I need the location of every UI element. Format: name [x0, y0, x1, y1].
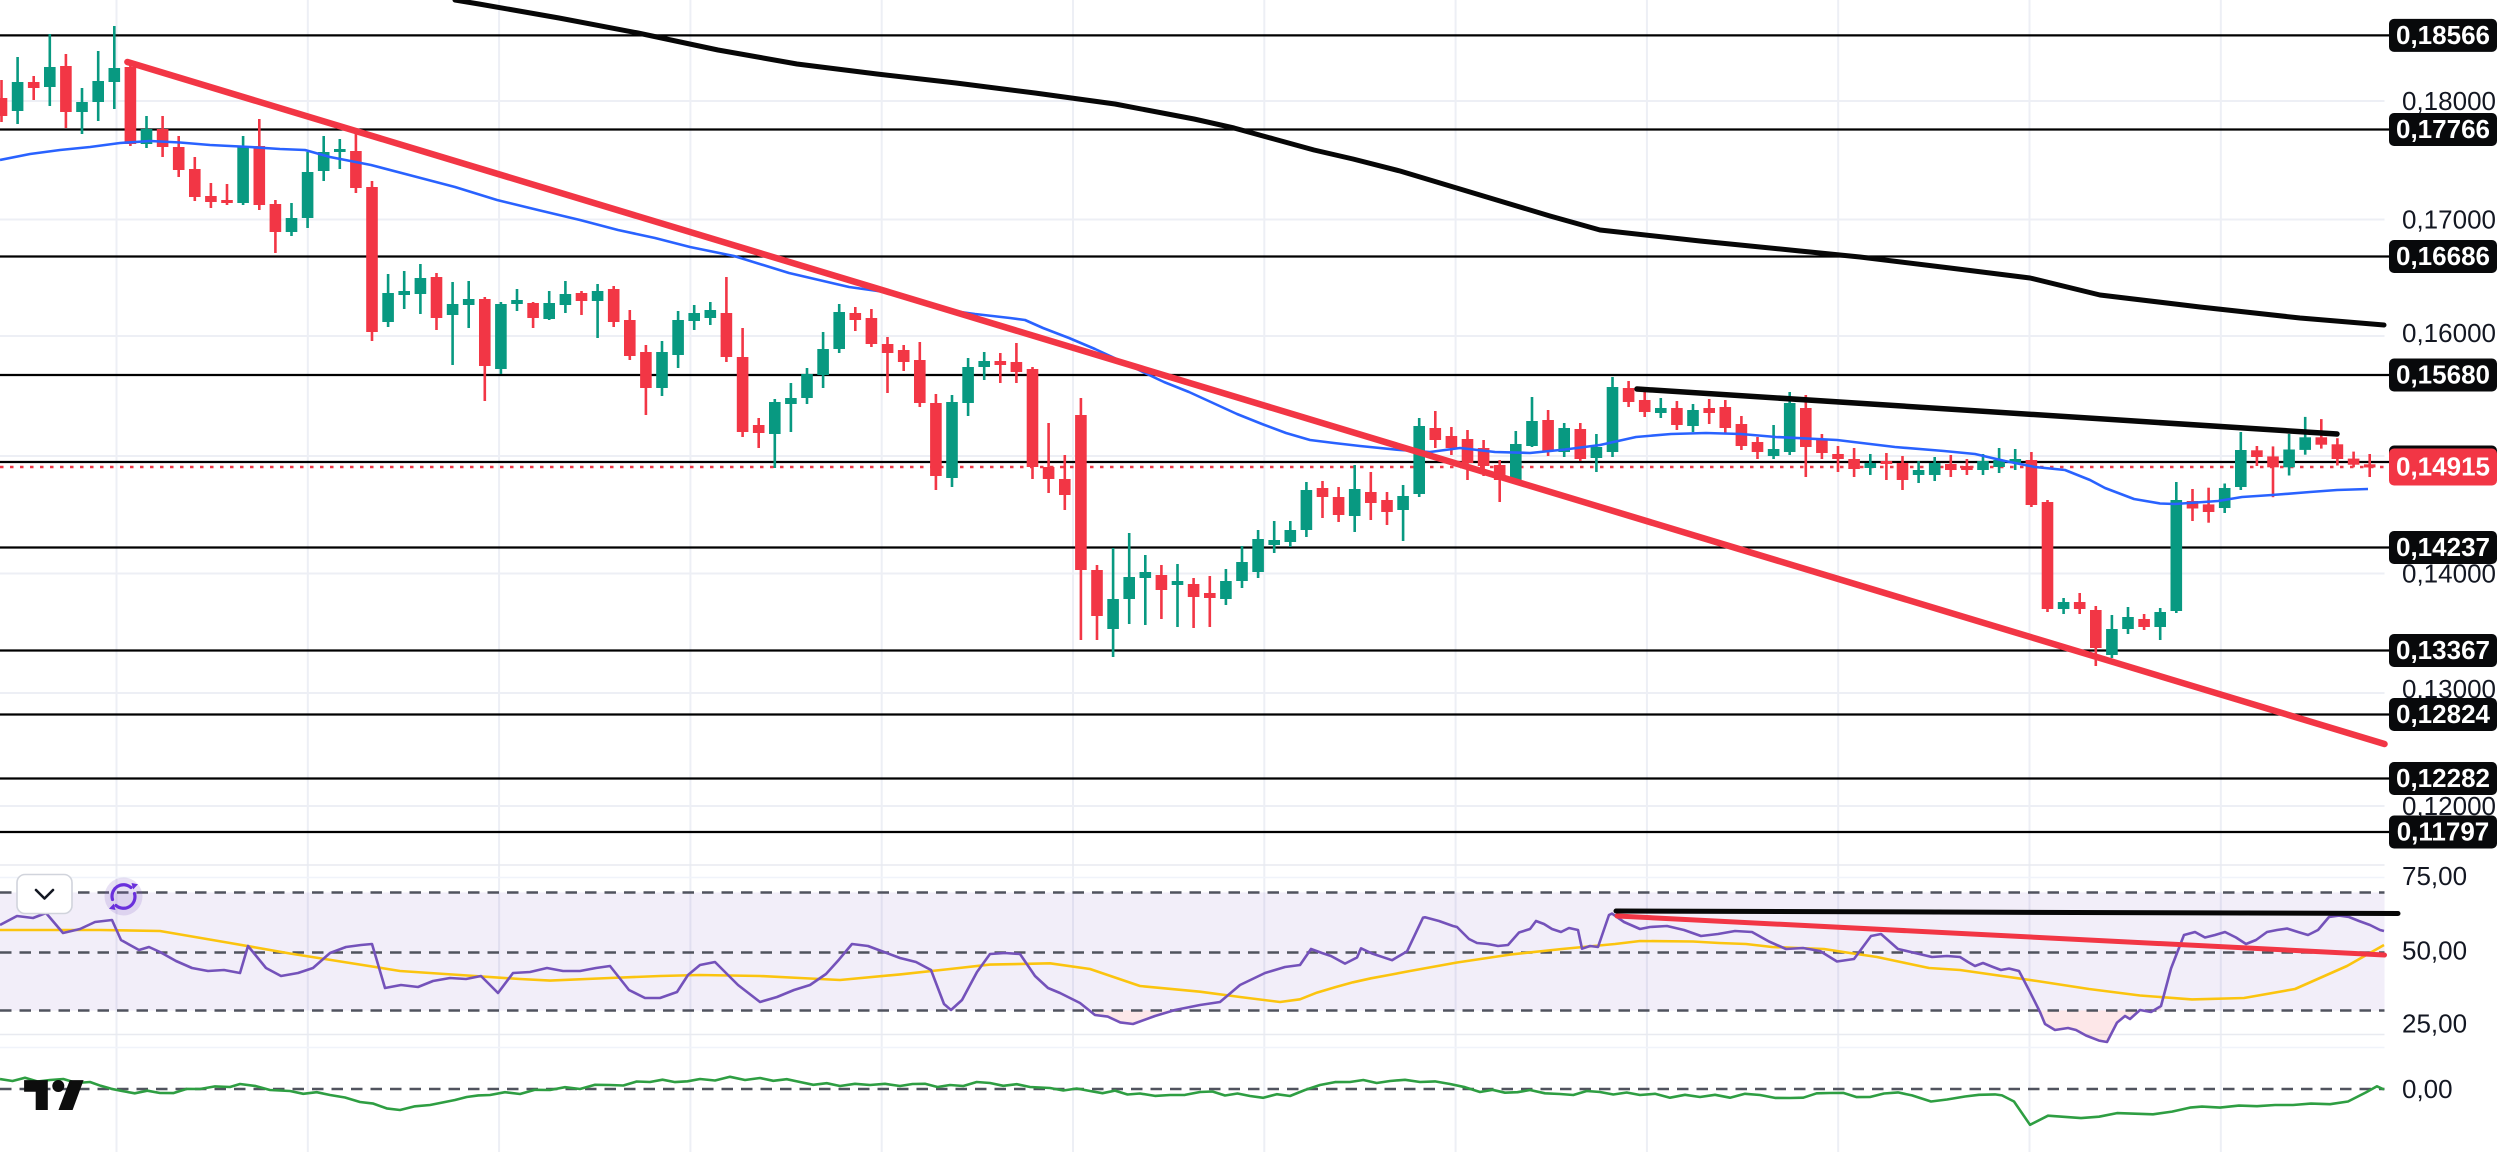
svg-text:50,00: 50,00 — [2402, 936, 2467, 966]
svg-text:0,18566: 0,18566 — [2396, 20, 2490, 50]
svg-text:0,15680: 0,15680 — [2396, 360, 2490, 390]
svg-text:0,17766: 0,17766 — [2396, 114, 2490, 144]
svg-text:0,16000: 0,16000 — [2402, 318, 2496, 348]
svg-text:0,11797: 0,11797 — [2397, 817, 2490, 847]
svg-text:0,12824: 0,12824 — [2396, 699, 2491, 729]
svg-text:75,00: 75,00 — [2402, 861, 2467, 891]
svg-text:0,14915: 0,14915 — [2396, 452, 2490, 482]
svg-text:0,12282: 0,12282 — [2396, 763, 2490, 793]
svg-text:0,14237: 0,14237 — [2396, 532, 2490, 562]
svg-text:0,16686: 0,16686 — [2396, 241, 2490, 271]
svg-text:0,13367: 0,13367 — [2396, 635, 2490, 665]
svg-text:0,18000: 0,18000 — [2402, 86, 2496, 116]
svg-text:0,17000: 0,17000 — [2402, 205, 2496, 235]
svg-text:0,00: 0,00 — [2402, 1074, 2453, 1104]
svg-text:25,00: 25,00 — [2402, 1009, 2467, 1039]
